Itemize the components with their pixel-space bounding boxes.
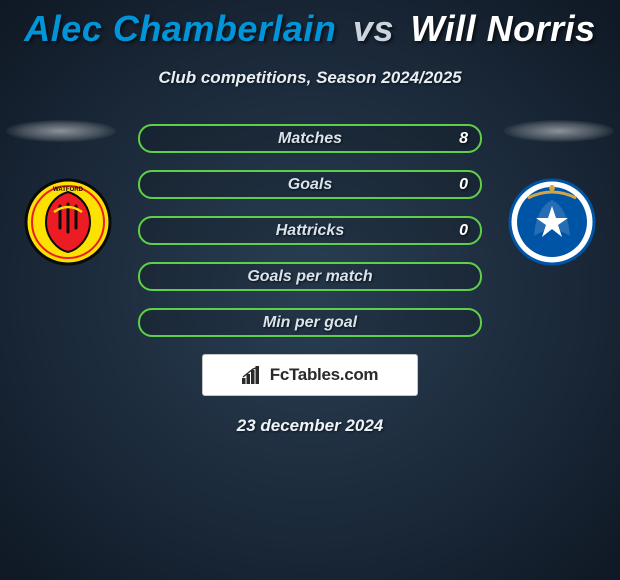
comparison-title: Alec Chamberlain vs Will Norris — [0, 0, 620, 50]
brand-box: FcTables.com — [202, 354, 418, 396]
stat-right-value: 0 — [459, 176, 468, 194]
stat-row-goals: Goals 0 — [138, 170, 482, 199]
stat-label: Hattricks — [276, 222, 344, 240]
stat-label: Matches — [278, 130, 342, 148]
stat-rows: Matches 8 Goals 0 Hattricks 0 Goals per … — [138, 118, 482, 337]
club-badge-right — [508, 178, 596, 266]
shadow-left — [6, 120, 116, 142]
stat-row-goals-per-match: Goals per match — [138, 262, 482, 291]
portsmouth-badge-icon — [508, 178, 596, 266]
vs-text: vs — [353, 8, 394, 49]
bars-icon — [242, 366, 264, 384]
brand-text: FcTables.com — [270, 365, 379, 385]
stat-right-value: 8 — [459, 130, 468, 148]
stat-row-hattricks: Hattricks 0 — [138, 216, 482, 245]
club-badge-left: WATFORD — [24, 178, 112, 266]
stat-right-value: 0 — [459, 222, 468, 240]
subtitle: Club competitions, Season 2024/2025 — [0, 68, 620, 88]
stat-label: Goals — [288, 176, 332, 194]
player1-name: Alec Chamberlain — [24, 8, 336, 49]
stat-label: Goals per match — [247, 268, 372, 286]
stat-row-matches: Matches 8 — [138, 124, 482, 153]
player2-name: Will Norris — [410, 8, 595, 49]
shadow-right — [504, 120, 614, 142]
watford-badge-icon: WATFORD — [24, 178, 112, 266]
stat-label: Min per goal — [263, 314, 357, 332]
stats-stage: WATFORD Matches 8 Goals 0 Hattricks 0 — [0, 118, 620, 436]
stat-row-min-per-goal: Min per goal — [138, 308, 482, 337]
date: 23 december 2024 — [0, 416, 620, 436]
svg-text:WATFORD: WATFORD — [53, 187, 84, 193]
